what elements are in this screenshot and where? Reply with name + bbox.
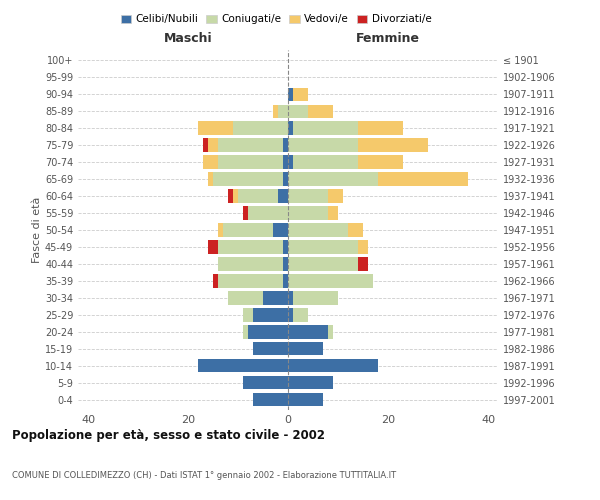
Bar (223, 224, 273, 236)
Bar (358, 156, 403, 168)
Bar (328, 206, 338, 220)
Bar (288, 122, 293, 134)
Bar (288, 393, 323, 406)
Bar (348, 224, 363, 236)
Bar (288, 342, 323, 355)
Bar (283, 240, 288, 254)
Bar (253, 342, 288, 355)
Bar (288, 206, 328, 220)
Bar (248, 326, 288, 338)
Bar (358, 138, 428, 151)
Bar (288, 190, 328, 202)
Bar (288, 138, 358, 151)
Text: Maschi: Maschi (164, 32, 212, 45)
Bar (293, 122, 358, 134)
Bar (288, 172, 378, 186)
Bar (243, 206, 248, 220)
Bar (218, 156, 283, 168)
Bar (198, 359, 288, 372)
Bar (288, 88, 293, 101)
Bar (288, 326, 328, 338)
Bar (288, 240, 358, 254)
Bar (288, 359, 378, 372)
Bar (308, 104, 333, 118)
Bar (243, 376, 288, 390)
Bar (218, 274, 283, 287)
Bar (288, 104, 308, 118)
Bar (203, 138, 208, 151)
Bar (208, 172, 213, 186)
Bar (243, 326, 248, 338)
Bar (228, 190, 233, 202)
Bar (218, 138, 283, 151)
Bar (293, 292, 338, 304)
Bar (233, 190, 238, 202)
Bar (288, 308, 293, 322)
Bar (233, 122, 288, 134)
Bar (273, 224, 288, 236)
Bar (218, 240, 283, 254)
Bar (288, 292, 293, 304)
Text: COMUNE DI COLLEDIMEZZO (CH) - Dati ISTAT 1° gennaio 2002 - Elaborazione TUTTITAL: COMUNE DI COLLEDIMEZZO (CH) - Dati ISTAT… (12, 471, 396, 480)
Bar (208, 240, 218, 254)
Bar (218, 258, 283, 270)
Bar (278, 104, 288, 118)
Bar (278, 190, 288, 202)
Bar (203, 156, 218, 168)
Bar (248, 206, 288, 220)
Bar (378, 172, 468, 186)
Bar (358, 240, 368, 254)
Bar (283, 274, 288, 287)
Bar (358, 258, 368, 270)
Bar (288, 274, 373, 287)
Bar (288, 156, 293, 168)
Bar (288, 258, 358, 270)
Bar (293, 88, 308, 101)
Text: Popolazione per età, sesso e stato civile - 2002: Popolazione per età, sesso e stato civil… (12, 430, 325, 442)
Bar (213, 274, 218, 287)
Bar (288, 224, 348, 236)
Bar (198, 122, 233, 134)
Bar (273, 104, 278, 118)
Bar (218, 224, 223, 236)
Bar (243, 308, 253, 322)
Bar (283, 172, 288, 186)
Bar (293, 156, 358, 168)
Bar (283, 138, 288, 151)
Bar (288, 376, 333, 390)
Bar (263, 292, 288, 304)
Bar (293, 308, 308, 322)
Bar (238, 190, 278, 202)
Bar (253, 393, 288, 406)
Bar (358, 122, 403, 134)
Bar (208, 138, 218, 151)
Legend: Celibi/Nubili, Coniugati/e, Vedovi/e, Divorziati/e: Celibi/Nubili, Coniugati/e, Vedovi/e, Di… (116, 10, 436, 29)
Bar (213, 172, 283, 186)
Bar (328, 326, 333, 338)
Bar (283, 258, 288, 270)
Text: Femmine: Femmine (356, 32, 420, 45)
Bar (253, 308, 288, 322)
Bar (283, 156, 288, 168)
Y-axis label: Fasce di età: Fasce di età (32, 197, 42, 263)
Bar (328, 190, 343, 202)
Bar (228, 292, 263, 304)
